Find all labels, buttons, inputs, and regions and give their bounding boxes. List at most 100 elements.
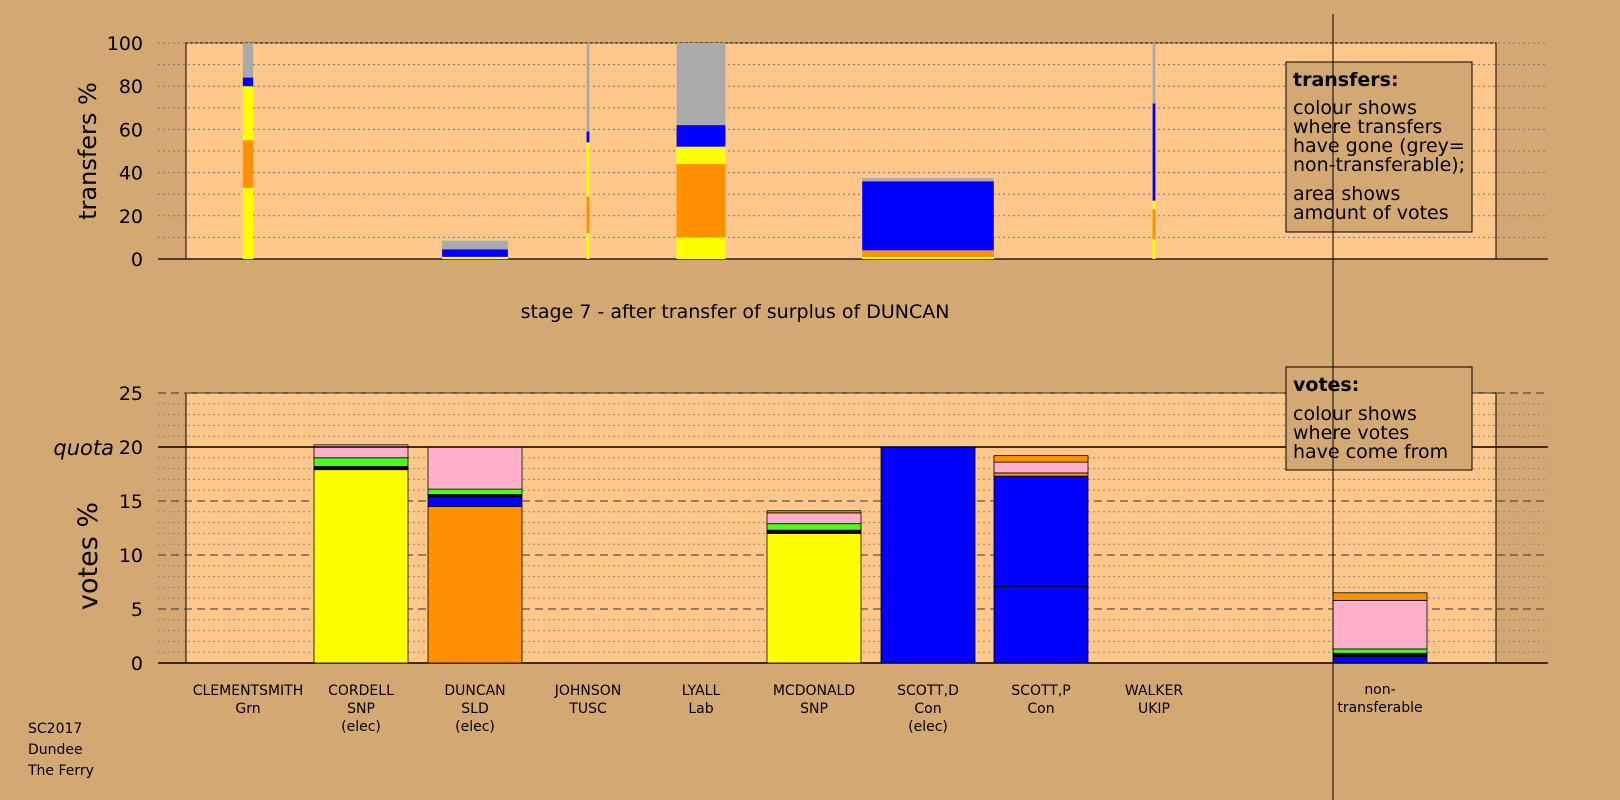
votes-y-tick: 0 [131,653,143,675]
transfer-segment [442,256,508,259]
candidate-label: (elec) [908,719,948,735]
vote-segment [313,444,409,459]
transfers-y-tick: 0 [131,249,143,271]
candidate-label: (elec) [341,719,381,735]
transfer-segment [862,181,994,251]
nontransferable-segment [1332,599,1428,650]
transfer-segment [1152,239,1156,259]
candidate-label: LYALL [682,683,721,699]
vote-segment [993,585,1089,664]
footer-line: Dundee [28,742,83,758]
footer-line: SC2017 [28,721,82,737]
transfers-legend-box [1285,61,1473,233]
transfers-legend-title: transfers: [1293,69,1399,91]
candidate-label: SLD [461,701,488,717]
vote-segment [766,512,862,525]
vote-segment [313,466,409,471]
transfer-segment [442,249,508,257]
nontransferable-label: transferable [1337,700,1422,716]
transfers-legend-line: where transfers [1293,116,1442,138]
votes-y-tick: 20 [119,437,143,459]
transfer-segment [1152,43,1156,104]
votes-legend-line: have come from [1293,441,1448,463]
transfer-segment [1152,103,1156,201]
nontransferable-segment [1332,592,1428,601]
stage-label: stage 7 - after transfer of surplus of D… [521,301,950,323]
vote-segment [427,496,523,507]
vote-segment [880,446,976,664]
transfer-segment [1152,209,1156,240]
transfer-segment [242,86,254,141]
votes-y-tick: 5 [131,599,143,621]
nontransferable-segment [1332,656,1428,664]
vote-segment [993,455,1089,463]
votes-y-tick: 15 [119,491,143,513]
candidate-label: UKIP [1138,701,1170,717]
transfer-segment [676,237,726,259]
candidate-label: (elec) [455,719,495,735]
nontransferable-segment [1332,652,1428,657]
transfers-y-tick: 80 [119,76,143,98]
vote-segment [427,488,523,495]
transfer-segment [586,43,590,132]
candidate-label: SCOTT,P [1011,683,1070,699]
transfer-segment [242,187,254,259]
candidate-label: WALKER [1125,683,1183,699]
nontransferable-label: non- [1364,682,1395,698]
transfer-segment [676,146,726,164]
footer-line: The Ferry [27,763,94,779]
candidate-label: SCOTT,D [897,683,959,699]
transfers-y-tick: 40 [119,163,143,185]
candidate-label: CORDELL [328,683,394,699]
vote-segment [313,469,409,664]
transfer-segment [862,250,994,257]
candidate-label: Lab [688,701,713,717]
vote-segment [766,533,862,664]
votes-legend-line: where votes [1293,422,1409,444]
candidate-label: JOHNSON [554,683,622,699]
vote-segment [993,475,1089,587]
nontransferable-segment [1332,648,1428,654]
transfer-segment [586,131,590,143]
transfer-segment [862,178,994,182]
candidate-label: DUNCAN [444,683,505,699]
transfers-legend-line: non-transferable); [1293,154,1465,176]
transfers-legend-line: colour shows [1293,97,1417,119]
vote-segment [993,461,1089,474]
vote-segment [313,457,409,467]
transfer-segment [676,43,726,126]
transfer-segment [586,196,590,234]
votes-y-tick: 10 [119,545,143,567]
transfers-y-axis-label: transfers % [74,82,102,220]
transfers-y-tick: 100 [107,33,143,55]
transfer-segment [242,43,254,78]
transfer-segment [676,163,726,238]
votes-legend-box [1285,366,1473,471]
transfers-legend-line: area shows [1293,183,1400,205]
transfer-segment [242,77,254,87]
vote-segment [427,446,523,490]
transfers-legend-line: have gone (grey= [1293,135,1465,157]
transfer-segment [242,140,254,188]
transfer-segment [1152,200,1156,210]
candidate-label: SNP [800,701,828,717]
transfers-y-tick: 60 [119,119,143,141]
candidate-label: MCDONALD [773,683,855,699]
candidate-label: Con [914,701,941,717]
vote-segment [766,529,862,534]
candidate-label: Con [1027,701,1054,717]
vote-segment [427,505,523,664]
votes-legend-title: votes: [1293,374,1359,396]
vote-segment [766,510,862,514]
transfer-segment [586,142,590,197]
candidate-label: SNP [347,701,375,717]
vote-segment [766,523,862,531]
transfer-segment [442,240,508,250]
votes-y-axis-label: votes % [73,502,104,610]
quota-label: quota [53,436,114,460]
candidate-label: CLEMENTSMITH [193,683,304,699]
candidate-label: TUSC [568,701,607,717]
votes-y-tick: 25 [119,383,143,405]
